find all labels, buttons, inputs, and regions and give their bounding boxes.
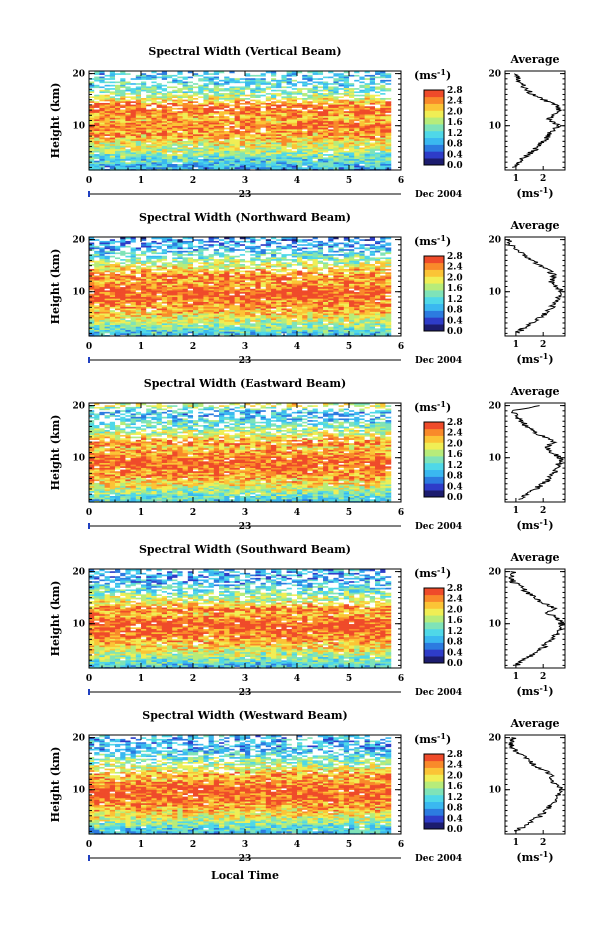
x-tick-label: 6 — [398, 176, 404, 186]
unit-text: (ms — [414, 69, 437, 82]
colorbar-swatch — [424, 110, 444, 117]
unit-close: ) — [446, 69, 451, 82]
colorbar-tick-label: 0.8 — [447, 140, 463, 150]
colorbar-tick-label: 2.4 — [447, 97, 463, 107]
colorbar-tick-label: 2.0 — [447, 107, 463, 117]
average-frame — [505, 71, 565, 170]
unit-exponent: -1 — [437, 67, 446, 77]
colorbar-unit: (ms-1) — [414, 67, 451, 82]
x-tick-label: 1 — [138, 176, 144, 186]
unit-text: (ms — [516, 187, 539, 200]
colorbar: 2.82.42.01.61.20.80.40.0 (ms-1) — [414, 67, 463, 171]
average-x-tick-label: 2 — [540, 174, 546, 184]
x-tick-label: 2 — [190, 176, 196, 186]
x-tick-label: 0 — [86, 176, 92, 186]
y-tick-label: 10 — [72, 122, 85, 132]
colorbar-tick-label: 1.6 — [447, 118, 463, 128]
average-y-tick-label: 20 — [488, 70, 501, 80]
panel-title: Spectral Width (Northward Beam) — [139, 211, 351, 224]
colorbar-swatch — [424, 117, 444, 124]
colorbar-tick-label: 0.4 — [447, 150, 463, 160]
heatmap-cells — [89, 237, 391, 337]
heatmap-cells — [89, 71, 391, 171]
x-tick-label: 4 — [294, 176, 300, 186]
colorbar-tick-label: 2.8 — [447, 86, 463, 96]
average-title: Average — [509, 53, 559, 66]
colorbar-tick-label: 1.2 — [447, 129, 463, 139]
unit-exponent: -1 — [539, 185, 548, 195]
y-axis-label: Height (km) — [49, 83, 62, 159]
colorbar-swatch — [424, 97, 444, 104]
colorbar-swatch — [424, 90, 444, 97]
date-label: Dec 2004 — [415, 190, 462, 200]
average-y-tick-label: 10 — [488, 122, 501, 132]
x-tick-label: 5 — [346, 176, 352, 186]
x-tick-label: 3 — [242, 176, 248, 186]
colorbar-swatch — [424, 124, 444, 131]
colorbar-swatch — [424, 145, 444, 152]
colorbar-tick-label: 0.0 — [447, 161, 463, 171]
colorbar-swatch — [424, 151, 444, 158]
average-profile: Average 10 20 1 2(ms-1) — [488, 53, 565, 200]
average-x-tick-label: 1 — [513, 174, 519, 184]
y-tick-label: 20 — [72, 70, 85, 80]
colorbar-swatch — [424, 131, 444, 138]
average-x-unit: (ms-1) — [516, 185, 553, 200]
panel-title: Spectral Width (Vertical Beam) — [148, 45, 341, 58]
average-profile-line — [512, 74, 561, 168]
unit-close: ) — [548, 187, 553, 200]
colorbar-swatch — [424, 138, 444, 145]
day-label: 23 — [239, 190, 252, 200]
colorbar-swatch — [424, 158, 444, 165]
colorbar-swatch — [424, 104, 444, 111]
